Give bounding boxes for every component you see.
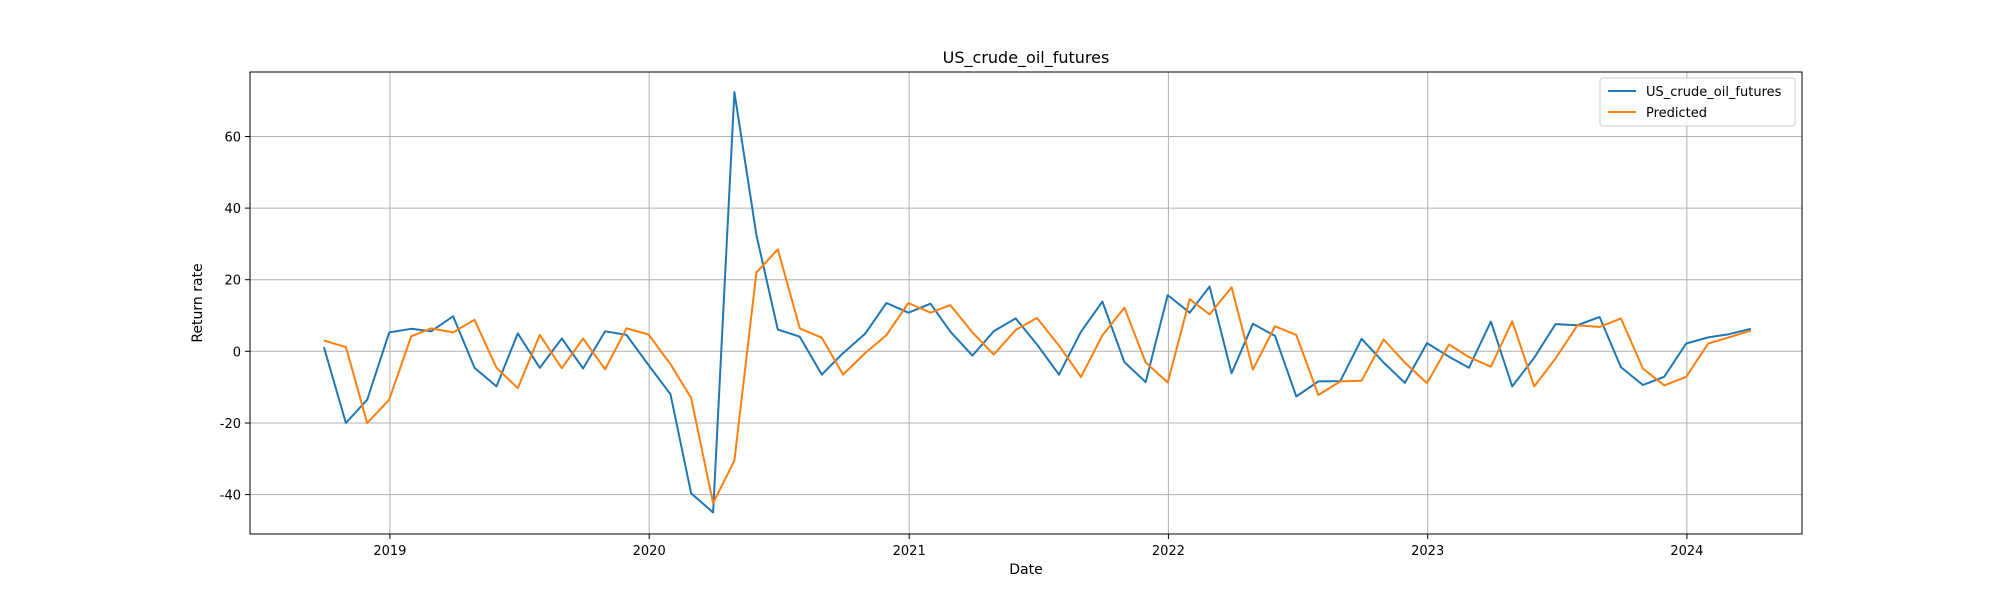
y-tick-label: 20: [224, 274, 241, 289]
y-tick-label: 0: [233, 345, 241, 360]
series-line-predicted: [323, 248, 1752, 505]
y-axis: -40 -20 0 20 40 60: [220, 131, 250, 504]
plot-area-frame: [249, 71, 1803, 535]
legend: US_crude_oil_futures Predicted: [1599, 77, 1796, 127]
x-axis-title: Date: [1009, 562, 1042, 578]
y-tick-label: -40: [220, 489, 241, 504]
legend-label-us-crude-oil-futures: US_crude_oil_futures: [1646, 85, 1782, 100]
x-axis: 2019 2020 2021 2022 2023 2024: [373, 534, 1703, 559]
x-tick-label: 2024: [1670, 544, 1703, 559]
y-tick-label: 40: [224, 202, 241, 217]
x-tick-label: 2021: [893, 544, 926, 559]
y-tick-label: 60: [224, 131, 241, 146]
grid-lines: [250, 72, 1802, 534]
series-lines: [322, 91, 1752, 514]
legend-label-predicted: Predicted: [1646, 106, 1707, 121]
x-tick-label: 2023: [1411, 544, 1444, 559]
x-tick-label: 2022: [1152, 544, 1185, 559]
series-line-us-crude-oil-futures: [322, 91, 1752, 514]
chart-title: US_crude_oil_futures: [943, 48, 1110, 68]
y-axis-title: Return rate: [190, 263, 206, 342]
y-tick-label: -20: [220, 417, 241, 432]
legend-box: [1599, 77, 1796, 127]
x-tick-label: 2019: [373, 544, 406, 559]
x-tick-label: 2020: [633, 544, 666, 559]
